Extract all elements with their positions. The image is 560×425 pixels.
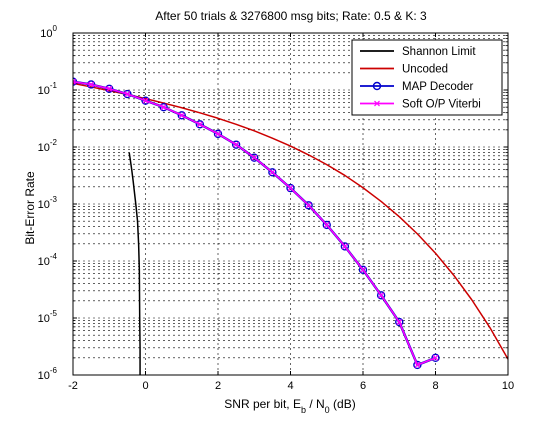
x-tick-label: 0 [142, 380, 148, 392]
map-decoder-marker [286, 183, 295, 193]
x-axis-label-suffix: (dB) [330, 397, 356, 411]
y-tick-exponent: -3 [50, 195, 58, 204]
map-decoder-marker [372, 81, 382, 91]
y-tick-exponent: -5 [50, 309, 58, 318]
y-tick-label: 10-4 [38, 252, 58, 268]
y-tick-exponent: 0 [53, 24, 58, 33]
legend-entry-soft-o-p-viterbi: Soft O/P Viterbi [360, 99, 481, 111]
legend-box [351, 39, 503, 116]
map-decoder-marker [395, 317, 404, 327]
map-decoder-marker [250, 153, 259, 162]
legend-label: Soft O/P Viterbi [402, 99, 481, 111]
map-decoder-marker [213, 129, 223, 139]
map-decoder-marker [340, 242, 350, 251]
sova-marker [233, 141, 240, 148]
x-tick-label: 4 [287, 380, 293, 392]
map-decoder-marker [105, 84, 114, 93]
legend-label: MAP Decoder [402, 81, 474, 93]
x-axis-label-prefix: SNR per bit, E [224, 397, 301, 411]
sova-marker [414, 362, 421, 368]
x-axis-label: SNR per bit, Eb / N0 (dB) [224, 397, 355, 415]
y-tick-label: 10-3 [38, 195, 58, 211]
map-decoder-marker [376, 291, 386, 300]
y-tick-label: 10-5 [38, 309, 58, 325]
series-line-shannon-limit [128, 152, 141, 375]
y-tick-exponent: -4 [50, 252, 58, 261]
sova-marker [73, 80, 76, 85]
legend-entry-shannon-limit: Shannon Limit [360, 46, 476, 58]
map-decoder-marker [322, 220, 331, 230]
tick-labels: -2 0 2 4 6 8 10 100 10-1 10-2 10-3 10-4 10-5 10-6 [38, 24, 515, 392]
sova-marker [160, 104, 167, 111]
sova-marker [269, 169, 276, 176]
map-decoder-marker [358, 265, 368, 275]
map-decoder-marker [431, 353, 440, 363]
sova-marker [341, 243, 348, 250]
series-soft-o-p-viterbi [73, 78, 439, 368]
map-decoder-marker [159, 102, 168, 112]
x-tick-label: -2 [68, 380, 78, 392]
map-decoder-marker [123, 89, 132, 99]
sova-marker [305, 202, 312, 209]
x-tick-label: 10 [502, 380, 514, 392]
map-decoder-marker [177, 111, 186, 120]
y-tick-label: 10-1 [38, 81, 58, 97]
sova-marker [374, 100, 380, 107]
series-uncoded [73, 82, 508, 360]
chart-title: After 50 trials & 3276800 msg bits; Rate… [155, 9, 427, 23]
sova-marker [196, 121, 203, 128]
x-axis-label-mid: / N [306, 397, 325, 411]
legend-entry-map-decoder: MAP Decoder [360, 81, 474, 93]
x-axis-label-sub-0: 0 [325, 405, 330, 415]
x-axis-label-sub-b: b [301, 405, 306, 415]
series-layer [73, 77, 508, 375]
sova-marker [251, 154, 258, 161]
map-decoder-marker [304, 201, 313, 210]
legend-label: Shannon Limit [402, 46, 476, 58]
map-decoder-marker [231, 140, 241, 149]
sova-marker [178, 112, 185, 119]
map-decoder-marker [195, 120, 205, 129]
sova-marker [88, 81, 95, 88]
map-decoder-marker [268, 168, 277, 177]
x-tick-label: 8 [432, 380, 438, 392]
series-shannon-limit [128, 152, 141, 375]
sova-marker [106, 85, 113, 92]
y-tick-exponent: -2 [50, 138, 58, 147]
y-tick-label: 100 [40, 24, 57, 40]
legend-entry-uncoded: Uncoded [360, 64, 448, 76]
sova-marker [73, 78, 76, 83]
y-tick-exponent: -6 [50, 366, 58, 375]
y-tick-label: 10-2 [38, 138, 58, 154]
sova-marker [142, 97, 149, 104]
tick-marks [72, 32, 509, 376]
sova-marker [396, 319, 403, 325]
legend-label: Uncoded [402, 64, 448, 76]
sova-marker [432, 354, 439, 361]
legend: Shannon Limit Uncoded MAP Decoder Soft O/P … [351, 39, 503, 116]
y-tick-exponent: -1 [50, 81, 58, 90]
map-decoder-marker [141, 96, 150, 105]
sova-marker [215, 130, 221, 137]
x-tick-label: 2 [215, 380, 221, 392]
y-tick-label: 10-6 [38, 366, 58, 382]
series-line-uncoded [73, 82, 508, 360]
sova-marker [360, 266, 366, 273]
map-decoder-marker [413, 360, 422, 370]
legend-entries: Shannon Limit Uncoded MAP Decoder Soft O/P … [360, 46, 481, 111]
sova-marker [378, 292, 385, 299]
sova-marker [124, 91, 131, 97]
sova-marker [323, 221, 330, 228]
y-axis-label: Bit-Error Rate [23, 171, 37, 245]
sova-marker [287, 185, 294, 192]
x-tick-label: 6 [360, 380, 366, 392]
